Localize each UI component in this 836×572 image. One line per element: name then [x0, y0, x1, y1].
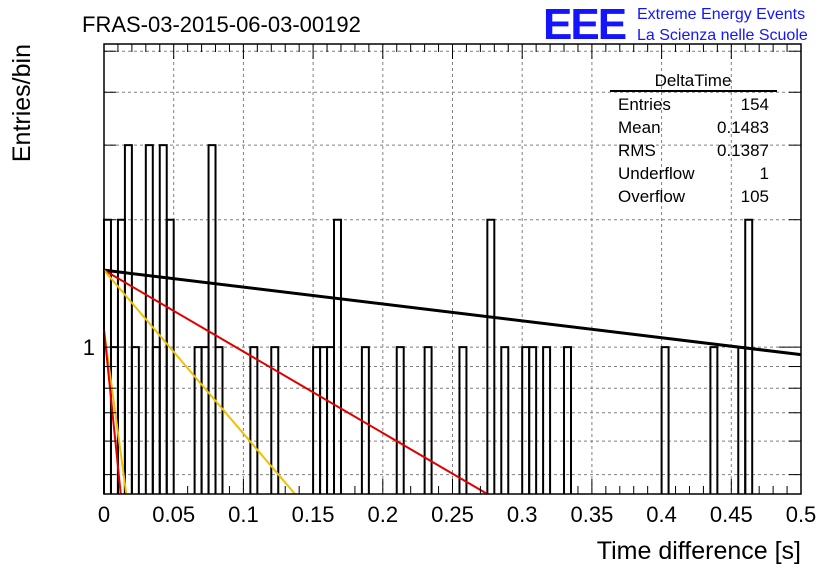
- y-tick-label: 1: [83, 335, 95, 360]
- stats-row-value: 154: [741, 95, 769, 114]
- fit-curves: [103, 268, 802, 495]
- histogram-bin: [486, 218, 496, 494]
- histogram-bin: [500, 346, 510, 494]
- x-tick-label: 0.05: [152, 502, 195, 527]
- fit-curve: [103, 268, 802, 357]
- fit-curve: [103, 329, 122, 495]
- x-tick-label: 0.2: [368, 502, 399, 527]
- axis-ticks: [103, 44, 802, 494]
- x-tick-label: 0.35: [570, 502, 613, 527]
- x-tick-label: 0.5: [786, 502, 817, 527]
- stats-box: DeltaTime Entries 154 Mean 0.1483 RMS 0.1387 U…: [610, 71, 777, 206]
- histogram-bin: [458, 346, 468, 494]
- histogram-bin: [660, 346, 670, 494]
- stats-row-label: Overflow: [618, 187, 686, 206]
- x-tick-labels: 0 0.05 0.1 0.15 0.2 0.25 0.3 0.35 0.4 0.45 0.5: [98, 502, 816, 527]
- histogram-bin: [744, 218, 754, 494]
- y-tick-labels: 1: [83, 335, 95, 360]
- x-tick-label: 0.4: [646, 502, 677, 527]
- histogram-bin: [395, 346, 405, 494]
- histogram-bin: [326, 346, 336, 494]
- fit-curve: [103, 269, 488, 495]
- histogram-bin: [312, 346, 322, 494]
- stats-row-value: 0.1483: [717, 118, 769, 137]
- stats-row-label: RMS: [618, 141, 656, 160]
- histogram-bin: [207, 144, 217, 494]
- histogram-bin: [193, 346, 203, 494]
- run-title: FRAS-03-2015-06-03-00192: [82, 12, 361, 37]
- stats-row-value: 1: [760, 164, 769, 183]
- histogram-bin: [214, 346, 224, 494]
- histogram-bin: [249, 346, 259, 494]
- histogram-bin: [123, 144, 133, 494]
- histogram-bin: [165, 218, 175, 494]
- stats-box-title: DeltaTime: [655, 71, 732, 90]
- x-tick-label: 0.1: [228, 502, 259, 527]
- stats-row-value: 105: [741, 187, 769, 206]
- histogram-bin: [130, 346, 140, 494]
- histogram-bin: [528, 346, 538, 494]
- stats-row-label: Entries: [618, 95, 671, 114]
- histogram-bin: [423, 346, 433, 494]
- fit-curve: [103, 269, 296, 495]
- y-axis-label: Entries/bin: [8, 44, 36, 162]
- eee-logo-line2: La Scienza nelle Scuole: [637, 27, 808, 44]
- histogram-bin: [521, 346, 531, 494]
- histogram-bin: [542, 346, 552, 494]
- stats-row-label: Underflow: [618, 164, 695, 183]
- eee-logo: EEE Extreme Energy Events La Scienza nel…: [543, 0, 808, 49]
- x-tick-label: 0.45: [710, 502, 753, 527]
- histogram-bin: [737, 346, 747, 494]
- histogram-bin: [151, 346, 161, 494]
- histogram-bin: [158, 144, 168, 494]
- eee-logo-mark: EEE: [543, 0, 626, 49]
- x-tick-label: 0.15: [292, 502, 335, 527]
- histogram-bin: [200, 346, 210, 494]
- x-tick-label: 0.3: [507, 502, 538, 527]
- histogram-bin: [709, 346, 719, 494]
- histogram-bin: [319, 346, 329, 494]
- histogram-bin: [333, 218, 342, 494]
- x-axis-label: Time difference [s]: [597, 537, 801, 565]
- stats-box-rows: Entries 154 Mean 0.1483 RMS 0.1387 Underflow 1 O…: [618, 95, 769, 206]
- histogram-bin: [270, 346, 280, 494]
- x-tick-label: 0: [98, 502, 110, 527]
- stats-row-label: Mean: [618, 118, 661, 137]
- histogram-bin: [563, 346, 572, 494]
- stats-row-value: 0.1387: [717, 141, 769, 160]
- eee-logo-line1: Extreme Energy Events: [637, 6, 805, 23]
- x-tick-label: 0.25: [431, 502, 474, 527]
